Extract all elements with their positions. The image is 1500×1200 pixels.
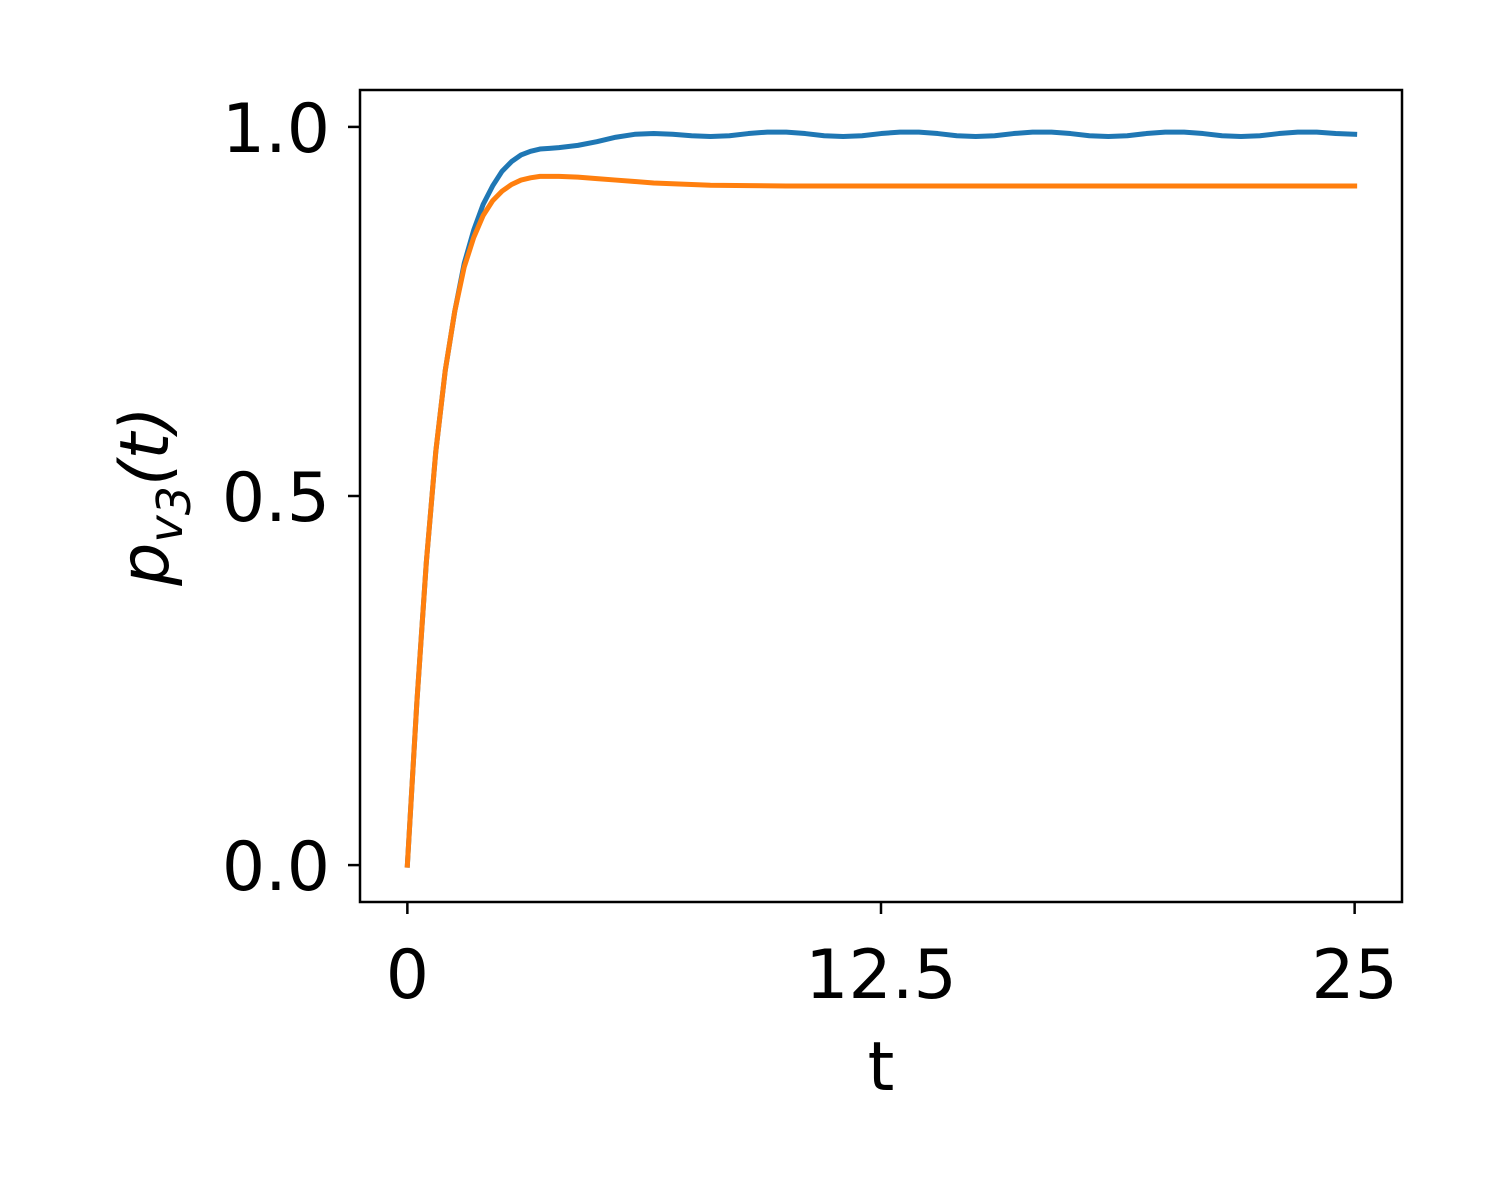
y-tick-label: 0.0	[222, 828, 330, 907]
ticks-layer: 0 12.5 25 0.0 0.5 1.0	[222, 90, 1398, 1015]
plot-frame	[358, 88, 1404, 904]
x-tick-label: 12.5	[805, 936, 956, 1015]
y-tick-label: 1.0	[222, 90, 330, 169]
y-axis-label-argument: (t)	[106, 406, 185, 486]
series-line-1	[404, 129, 1358, 868]
y-axis-label: pv3(t)	[106, 406, 201, 586]
x-tick-label: 25	[1311, 936, 1398, 1015]
y-axis-label-subscript: v	[139, 515, 193, 543]
y-axis-label-symbol: p	[106, 543, 185, 587]
series-layer	[404, 129, 1358, 868]
x-axis-label: t	[868, 1028, 895, 1107]
series-line-2	[404, 173, 1358, 868]
y-tick-label: 0.5	[222, 459, 330, 538]
x-tick-label: 0	[386, 936, 429, 1015]
y-axis-label-subscript-index: 3	[147, 486, 201, 515]
